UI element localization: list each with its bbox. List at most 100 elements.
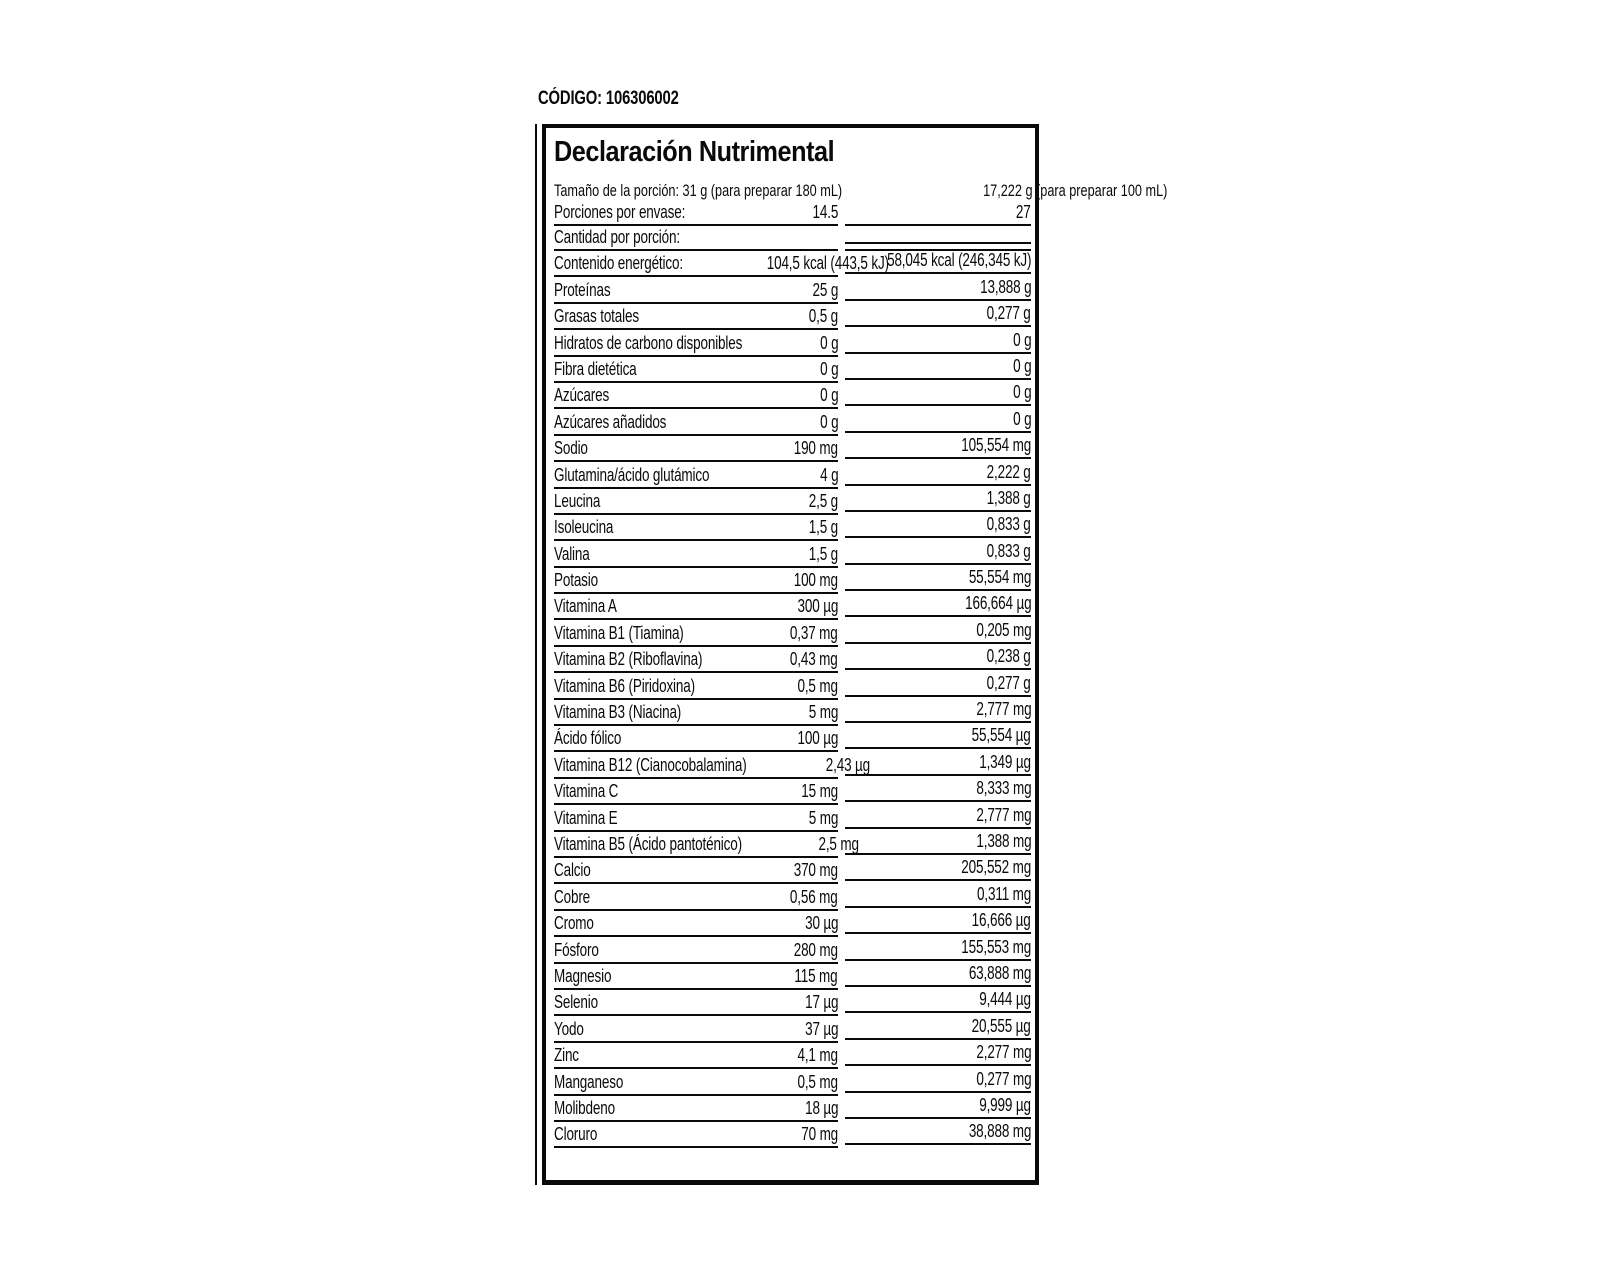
nutrient-value-per-portion: 190 mg <box>793 438 838 459</box>
nutrient-value-per-100ml: 1,388 g <box>987 487 1031 508</box>
nutrient-row: Molibdeno 18 µg 9,999 µg <box>554 1095 1031 1122</box>
nutrient-left-cell: Yodo 37 µg <box>554 1016 838 1043</box>
nutrient-row: Magnesio 115 mg 63,888 mg <box>554 962 1032 990</box>
nutrient-row: Cromo 30 µg 16,666 µg <box>554 910 1031 938</box>
nutrient-value-per-100ml: 0,277 g <box>987 672 1031 693</box>
nutrient-row: Proteínas 25 g 13,888 g <box>554 274 1032 304</box>
nutrient-left-cell: Cobre 0,56 mg <box>554 884 838 911</box>
nutrient-left-cell: Vitamina B6 (Piridoxina) 0,5 mg <box>554 673 839 700</box>
nutrient-name: Magnesio <box>554 965 612 986</box>
nutrient-name: Contenido energético: <box>554 253 683 274</box>
nutrient-value-per-portion: 4,1 mg <box>797 1045 839 1066</box>
nutrient-value-per-100ml: 1,388 mg <box>975 830 1031 851</box>
nutrient-left-cell: Cloruro 70 mg <box>554 1122 838 1149</box>
nutrient-value-per-portion: 0,5 mg <box>797 1071 839 1092</box>
nutrient-value-per-portion: 1,5 g <box>808 517 838 538</box>
nutrient-value-per-100ml: 205,552 mg <box>961 857 1031 878</box>
nutrient-name: Cromo <box>554 913 594 934</box>
nutrient-value-per-portion: 70 mg <box>801 1124 838 1145</box>
amount-per-serving-right-cell <box>845 226 1031 251</box>
nutrient-row: Calcio 370 mg 205,552 mg <box>554 857 1031 885</box>
nutrient-value-per-portion: 25 g <box>812 279 838 300</box>
nutrient-right-cell: 9,444 µg <box>845 987 1031 1014</box>
nutrient-row: Vitamina B5 (Ácido pantoténico) 2,5 mg 1… <box>554 830 1031 858</box>
nutrition-panel-outer-rule: Declaración Nutrimental Tamaño de la por… <box>535 124 1168 1185</box>
nutrient-value-per-portion: 5 mg <box>808 807 839 828</box>
nutrient-name: Vitamina C <box>554 781 619 802</box>
servings-per-container-right-cell: 27 <box>845 201 1031 226</box>
nutrient-name: Vitamina A <box>554 596 617 617</box>
nutrient-value-per-100ml: 0,833 g <box>987 540 1031 561</box>
nutrient-name: Selenio <box>554 992 598 1013</box>
nutrient-left-cell: Vitamina B5 (Ácido pantoténico) 2,5 mg <box>554 832 859 858</box>
nutrient-value-per-portion: 280 mg <box>793 939 838 960</box>
nutrient-name: Hidratos de carbono disponibles <box>554 332 743 353</box>
amount-per-serving-label: Cantidad por porción: <box>554 227 680 247</box>
nutrient-right-cell: 0 g <box>845 354 1031 380</box>
nutrient-name: Vitamina B3 (Niacina) <box>554 702 682 723</box>
nutrient-value-per-100ml: 0,205 mg <box>975 619 1031 640</box>
nutrient-right-cell: 38,888 mg <box>845 1119 1031 1146</box>
nutrient-name: Calcio <box>554 860 591 881</box>
nutrient-row: Vitamina B1 (Tiamina) 0,37 mg 0,205 mg <box>554 619 1031 647</box>
nutrient-left-cell: Zinc 4,1 mg <box>554 1043 839 1070</box>
nutrient-row: Valina 1,5 g 0,833 g <box>554 540 1031 568</box>
nutrient-value-per-portion: 0,5 mg <box>797 675 839 696</box>
nutrient-row: Vitamina B12 (Cianocobalamina) 2,43 µg 1… <box>554 752 1031 779</box>
nutrient-left-cell: Ácido fólico 100 µg <box>554 726 838 753</box>
nutrient-value-per-100ml: 13,888 g <box>979 276 1032 297</box>
nutrient-left-cell: Vitamina B2 (Riboflavina) 0,43 mg <box>554 647 838 674</box>
nutrient-right-cell: 0 g <box>845 327 1031 354</box>
nutrient-row: Azúcares 0 g 0 g <box>554 382 1031 410</box>
nutrient-left-cell: Vitamina B3 (Niacina) 5 mg <box>554 700 838 727</box>
serving-size-per-100ml: 17,222 g (para preparar 100 mL) <box>983 182 1168 200</box>
nutrient-left-cell: Azúcares añadidos 0 g <box>554 409 838 436</box>
nutrient-name: Vitamina B1 (Tiamina) <box>554 622 684 643</box>
nutrient-value-per-portion: 0 g <box>819 332 838 353</box>
nutrient-value-per-100ml: 20,555 µg <box>972 1015 1031 1036</box>
nutrient-value-per-100ml: 2,277 mg <box>975 1042 1031 1063</box>
nutrient-value-per-100ml: 0,238 g <box>987 646 1031 667</box>
nutrient-left-cell: Grasas totales 0,5 g <box>554 304 838 331</box>
servings-per-container-left-cell: Porciones por envase: 14.5 <box>554 201 838 226</box>
nutrient-row: Vitamina A 300 µg 166,664 µg <box>554 593 1031 621</box>
nutrient-name: Leucina <box>554 490 601 511</box>
nutrient-value-per-100ml: 155,553 mg <box>961 936 1031 957</box>
nutrient-right-cell: 13,888 g <box>845 274 1032 301</box>
nutrient-row: Vitamina B6 (Piridoxina) 0,5 mg 0,277 g <box>554 672 1031 700</box>
nutrient-value-per-portion: 0,56 mg <box>790 886 838 907</box>
nutrient-name: Cobre <box>554 886 591 907</box>
nutrient-value-per-100ml: 2,777 mg <box>975 804 1031 825</box>
nutrient-value-per-portion: 2,5 g <box>808 490 838 511</box>
nutrient-row: Yodo 37 µg 20,555 µg <box>554 1015 1031 1043</box>
nutrient-value-per-portion: 0,43 mg <box>790 649 838 670</box>
nutrient-name: Fósforo <box>554 939 599 960</box>
nutrient-value-per-portion: 2,5 mg <box>818 833 859 854</box>
nutrient-name: Valina <box>554 543 590 564</box>
nutrient-value-per-portion: 104,5 kcal (443,5 kJ) <box>766 253 889 274</box>
nutrient-row: Glutamina/ácido glutámico 4 g 2,222 g <box>554 462 1031 489</box>
nutrient-value-per-100ml: 63,888 mg <box>968 962 1032 983</box>
nutrient-value-per-100ml: 0 g <box>1012 408 1031 429</box>
nutrient-row: Vitamina B3 (Niacina) 5 mg 2,777 mg <box>554 697 1031 727</box>
nutrient-row: Cloruro 70 mg 38,888 mg <box>554 1119 1031 1149</box>
nutrient-name: Vitamina B5 (Ácido pantoténico) <box>554 833 742 854</box>
nutrient-value-per-100ml: 8,333 mg <box>975 778 1031 799</box>
amount-per-serving-left-cell: Cantidad por porción: <box>554 226 838 251</box>
panel-title: Declaración Nutrimental <box>554 136 835 168</box>
nutrient-name: Fibra dietética <box>554 358 637 379</box>
nutrient-left-cell: Valina 1,5 g <box>554 541 838 568</box>
nutrient-right-cell: 0 g <box>845 406 1031 433</box>
nutrient-value-per-100ml: 0,311 mg <box>976 883 1031 904</box>
nutrient-right-cell: 2,777 mg <box>845 697 1031 724</box>
nutrient-value-per-100ml: 0 g <box>1012 355 1031 376</box>
nutrient-value-per-100ml: 0 g <box>1012 382 1031 403</box>
nutrient-right-cell: 0,833 g <box>845 512 1031 539</box>
nutrient-row: Fósforo 280 mg 155,553 mg <box>554 936 1031 964</box>
nutrient-row: Zinc 4,1 mg 2,277 mg <box>554 1042 1031 1070</box>
nutrient-name: Proteínas <box>554 279 611 300</box>
nutrient-row: Potasio 100 mg 55,554 mg <box>554 567 1031 595</box>
nutrient-name: Grasas totales <box>554 306 639 327</box>
nutrient-right-cell: 0,238 g <box>845 644 1031 671</box>
